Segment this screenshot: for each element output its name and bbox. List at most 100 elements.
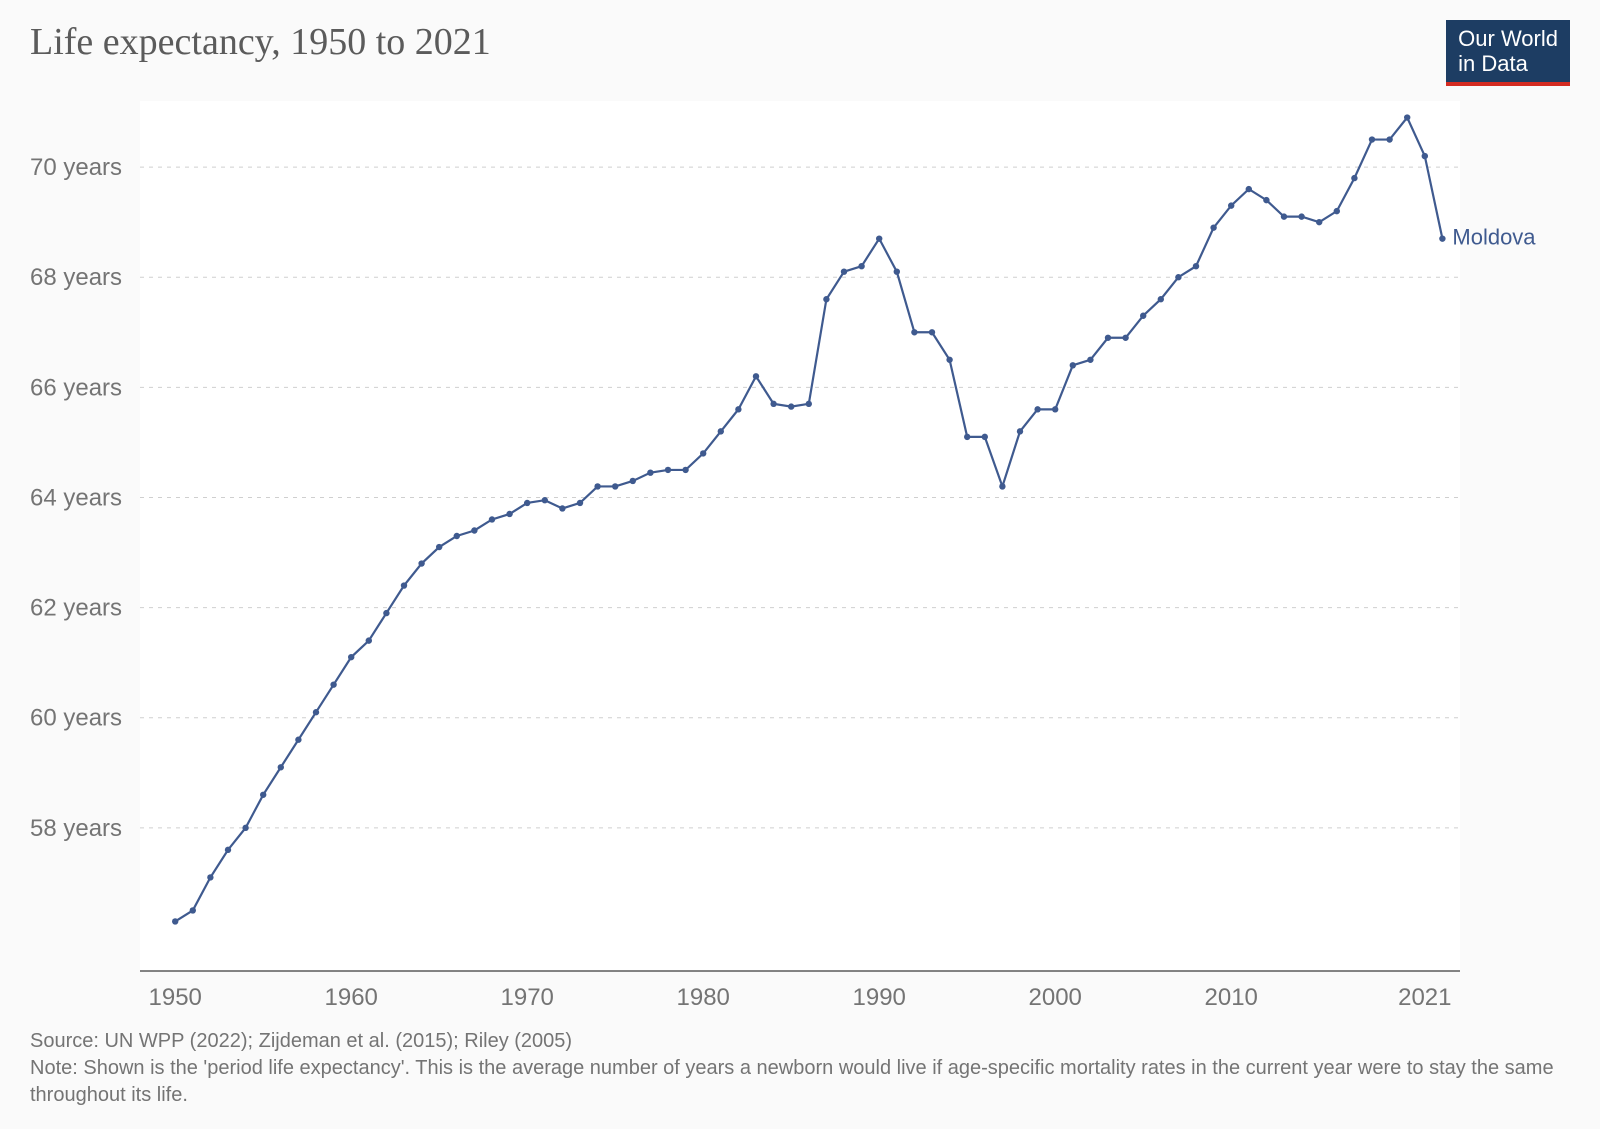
series-point bbox=[559, 505, 565, 511]
series-point bbox=[366, 637, 372, 643]
source-text: Source: UN WPP (2022); Zijdeman et al. (… bbox=[30, 1028, 1570, 1055]
series-point bbox=[471, 527, 477, 533]
series-point bbox=[577, 499, 583, 505]
series-point bbox=[1193, 263, 1199, 269]
series-point bbox=[1404, 114, 1410, 120]
x-tick-label: 1990 bbox=[853, 984, 906, 1011]
series-point bbox=[172, 918, 178, 924]
y-tick-label: 68 years bbox=[30, 264, 122, 291]
series-labels: Moldova bbox=[1452, 224, 1536, 249]
series-point bbox=[260, 791, 266, 797]
series-point bbox=[1052, 406, 1058, 412]
y-tick-label: 60 years bbox=[30, 704, 122, 731]
series-point bbox=[436, 543, 442, 549]
chart-footer: Source: UN WPP (2022); Zijdeman et al. (… bbox=[30, 1028, 1570, 1109]
y-axis-labels: 58 years 60 years 62 years 64 years 66 years… bbox=[30, 154, 122, 842]
series-point bbox=[594, 483, 600, 489]
series-point bbox=[401, 582, 407, 588]
logo-line-2: in Data bbox=[1458, 51, 1558, 76]
series-point bbox=[788, 403, 794, 409]
series-point bbox=[348, 654, 354, 660]
series-point bbox=[506, 510, 512, 516]
header: Life expectancy, 1950 to 2021 Our World … bbox=[30, 20, 1570, 86]
x-tick-label: 1980 bbox=[677, 984, 730, 1011]
owid-logo: Our World in Data bbox=[1446, 20, 1570, 86]
series-point bbox=[489, 516, 495, 522]
series-point bbox=[929, 329, 935, 335]
series-point bbox=[894, 268, 900, 274]
series-point bbox=[982, 433, 988, 439]
x-tick-label: 2010 bbox=[1205, 984, 1258, 1011]
series-point bbox=[1175, 274, 1181, 280]
series-point bbox=[190, 907, 196, 913]
series-point bbox=[313, 709, 319, 715]
series-point bbox=[647, 469, 653, 475]
series-point bbox=[383, 609, 389, 615]
series-point bbox=[542, 497, 548, 503]
chart-area: 58 years 60 years 62 years 64 years 66 years… bbox=[30, 96, 1570, 1016]
series-point bbox=[1210, 224, 1216, 230]
line-chart-svg: 58 years 60 years 62 years 64 years 66 years… bbox=[30, 96, 1570, 1016]
series-point bbox=[612, 483, 618, 489]
series-point bbox=[1105, 334, 1111, 340]
series-point bbox=[1386, 136, 1392, 142]
x-axis-labels: 1950 1960 1970 1980 1990 2000 2010 2021 bbox=[149, 984, 1452, 1011]
plot-background bbox=[140, 101, 1460, 971]
series-point bbox=[630, 477, 636, 483]
series-point bbox=[1158, 296, 1164, 302]
series-point bbox=[278, 764, 284, 770]
y-tick-label: 64 years bbox=[30, 484, 122, 511]
series-point bbox=[225, 846, 231, 852]
series-point bbox=[1369, 136, 1375, 142]
series-point bbox=[1298, 213, 1304, 219]
series-point bbox=[207, 874, 213, 880]
y-tick-label: 62 years bbox=[30, 594, 122, 621]
series-point bbox=[1281, 213, 1287, 219]
series-point bbox=[700, 450, 706, 456]
series-point bbox=[1246, 185, 1252, 191]
series-point bbox=[418, 560, 424, 566]
series-point bbox=[242, 824, 248, 830]
series-point bbox=[735, 406, 741, 412]
series-point bbox=[1070, 362, 1076, 368]
series-point bbox=[1122, 334, 1128, 340]
x-tick-label: 1970 bbox=[501, 984, 554, 1011]
series-point bbox=[876, 235, 882, 241]
series-point bbox=[682, 466, 688, 472]
series-point bbox=[1422, 152, 1428, 158]
series-point bbox=[1263, 197, 1269, 203]
series-point bbox=[1228, 202, 1234, 208]
x-tick-label: 2000 bbox=[1029, 984, 1082, 1011]
series-point bbox=[524, 499, 530, 505]
series-point bbox=[806, 400, 812, 406]
y-tick-label: 66 years bbox=[30, 374, 122, 401]
series-point bbox=[911, 329, 917, 335]
y-tick-label: 58 years bbox=[30, 814, 122, 841]
y-tick-label: 70 years bbox=[30, 154, 122, 181]
series-point bbox=[1017, 428, 1023, 434]
chart-title: Life expectancy, 1950 to 2021 bbox=[30, 20, 491, 64]
series-point bbox=[1140, 312, 1146, 318]
series-point bbox=[1087, 356, 1093, 362]
x-tick-label: 1950 bbox=[149, 984, 202, 1011]
series-point bbox=[295, 736, 301, 742]
series-point bbox=[841, 268, 847, 274]
series-point bbox=[964, 433, 970, 439]
series-point bbox=[330, 681, 336, 687]
series-point bbox=[753, 373, 759, 379]
series-point bbox=[1439, 235, 1445, 241]
series-point bbox=[718, 428, 724, 434]
series-point bbox=[1351, 174, 1357, 180]
x-tick-label: 2021 bbox=[1398, 984, 1451, 1011]
chart-container: Life expectancy, 1950 to 2021 Our World … bbox=[0, 0, 1600, 1129]
series-point bbox=[665, 466, 671, 472]
series-point bbox=[1334, 208, 1340, 214]
series-point bbox=[1316, 219, 1322, 225]
x-tick-label: 1960 bbox=[325, 984, 378, 1011]
series-point bbox=[1034, 406, 1040, 412]
series-point bbox=[823, 296, 829, 302]
logo-line-1: Our World bbox=[1458, 26, 1558, 51]
series-point bbox=[454, 532, 460, 538]
note-text: Note: Shown is the 'period life expectan… bbox=[30, 1055, 1570, 1109]
series-point bbox=[858, 263, 864, 269]
